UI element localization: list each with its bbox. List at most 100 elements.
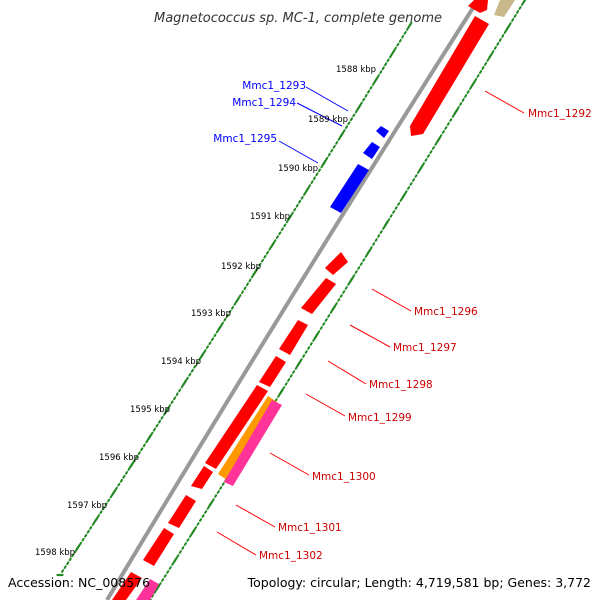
kbp-label: 1590 kbp <box>278 164 318 174</box>
tick-mark <box>158 419 162 424</box>
tick-mark <box>194 526 198 530</box>
accession-text: Accession: NC_008576 <box>8 575 150 590</box>
tick-mark <box>373 76 379 84</box>
tick-mark <box>396 42 400 47</box>
tick-mark <box>178 388 182 393</box>
tick-mark <box>322 322 326 326</box>
gene-label-mmc1-1292[interactable]: Mmc1_1292 <box>528 108 592 120</box>
tick-mark <box>522 0 527 4</box>
tick-mark <box>132 459 136 463</box>
tick-mark <box>439 134 443 138</box>
callout-mmc1-1300 <box>269 452 310 476</box>
gene-arrow-mmc1-1301-b[interactable] <box>168 495 196 528</box>
tick-mark <box>334 302 338 306</box>
tick-mark <box>172 556 178 564</box>
gene-arrow-bottom-pink[interactable] <box>136 579 159 600</box>
tick-mark <box>231 306 234 310</box>
gene-label-mmc1-1298[interactable]: Mmc1_1298 <box>369 379 433 391</box>
tick-mark <box>129 461 135 469</box>
tick-mark <box>168 566 172 570</box>
tick-mark <box>331 304 337 312</box>
kbp-label: 1598 kbp <box>35 548 75 558</box>
gene-arrow-mmc1-1293[interactable] <box>376 126 389 138</box>
tick-mark <box>270 241 275 249</box>
gene-label-mmc1-1299[interactable]: Mmc1_1299 <box>348 412 412 424</box>
tick-mark <box>168 404 172 408</box>
tick-mark <box>186 538 190 542</box>
callout-mmc1-1297 <box>349 324 391 348</box>
callout-mmc1-1296 <box>371 288 412 312</box>
tick-mark <box>349 117 353 122</box>
tick-mark <box>287 214 293 221</box>
gene-label-mmc1-1294[interactable]: Mmc1_1294 <box>232 97 296 109</box>
tick-mark <box>302 354 306 358</box>
tick-mark <box>337 137 341 141</box>
tick-mark <box>310 180 314 184</box>
tick-mark <box>219 486 223 490</box>
gene-label-mmc1-1296[interactable]: Mmc1_1296 <box>414 306 478 318</box>
tick-mark <box>384 62 388 67</box>
gene-arrow-mmc1-1294[interactable] <box>363 142 380 159</box>
gene-arrow-top[interactable] <box>468 0 488 13</box>
gene-arrow-mmc1-1302[interactable] <box>143 528 174 566</box>
gene-arrow-bottom-red[interactable] <box>112 572 142 600</box>
tick-mark <box>84 533 88 538</box>
tick-mark <box>173 396 177 401</box>
tick-mark <box>195 361 199 365</box>
tick-mark <box>359 262 363 266</box>
gene-arrow-mmc1-1296-a[interactable] <box>325 252 348 275</box>
tick-mark <box>342 129 346 133</box>
gene-label-mmc1-1301[interactable]: Mmc1_1301 <box>278 522 342 534</box>
tick-mark <box>379 70 383 74</box>
tick-mark <box>342 290 346 294</box>
gene-label-mmc1-1293[interactable]: Mmc1_1293 <box>242 80 306 92</box>
callout-mmc1-1293 <box>305 86 349 112</box>
tick-mark <box>208 341 212 346</box>
gene-label-mmc1-1295[interactable]: Mmc1_1295 <box>213 133 277 145</box>
tick-mark <box>332 144 336 149</box>
tick-mark <box>474 78 478 82</box>
tick-mark <box>277 394 281 398</box>
tick-mark <box>221 482 225 486</box>
tick-mark <box>109 494 113 499</box>
tick-mark <box>389 214 393 218</box>
gene-arrow-mmc1-1301-a[interactable] <box>191 466 213 489</box>
tick-mark <box>359 101 363 106</box>
tick-mark <box>263 254 267 259</box>
tick-mark <box>456 106 460 110</box>
tick-mark <box>153 590 157 594</box>
tick-mark <box>278 388 284 396</box>
gene-arrow-tan[interactable] <box>494 0 515 17</box>
tick-mark <box>226 313 229 318</box>
gene-arrow-mmc1-1295[interactable] <box>330 164 369 213</box>
tick-mark <box>459 102 463 106</box>
tick-mark <box>142 443 146 448</box>
gene-label-mmc1-1302[interactable]: Mmc1_1302 <box>259 550 323 562</box>
tick-mark <box>96 514 100 518</box>
gene-arrow-mmc1-1297[interactable] <box>279 320 308 355</box>
gene-arrow-mmc1-1299[interactable] <box>205 385 268 469</box>
tick-mark <box>243 286 247 291</box>
tick-mark <box>298 199 302 204</box>
map-title: Magnetococcus sp. MC-1, complete genome <box>154 11 442 26</box>
tick-mark <box>99 510 103 514</box>
tick-mark <box>107 498 111 503</box>
tick-mark <box>206 506 210 510</box>
tick-mark <box>164 406 170 414</box>
tick-mark <box>66 561 70 566</box>
tick-mark <box>481 66 485 70</box>
tick-mark <box>155 423 159 428</box>
tick-mark <box>508 22 512 26</box>
tick-mark <box>339 294 343 298</box>
gene-arrow-mmc1-1298[interactable] <box>259 356 286 387</box>
tick-mark <box>190 528 196 536</box>
topology-text: Topology: circular; Length: 4,719,581 bp… <box>247 575 591 590</box>
gene-arrow-mmc1-1300-pink[interactable] <box>224 400 282 486</box>
tick-mark <box>303 192 307 196</box>
gene-arrow-mmc1-1292[interactable] <box>410 16 489 136</box>
tick-mark <box>312 338 316 342</box>
gene-label-mmc1-1297[interactable]: Mmc1_1297 <box>393 342 457 354</box>
gene-label-mmc1-1300[interactable]: Mmc1_1300 <box>312 471 376 483</box>
gene-arrow-mmc1-1296-b[interactable] <box>301 278 336 314</box>
tick-mark <box>436 136 441 144</box>
